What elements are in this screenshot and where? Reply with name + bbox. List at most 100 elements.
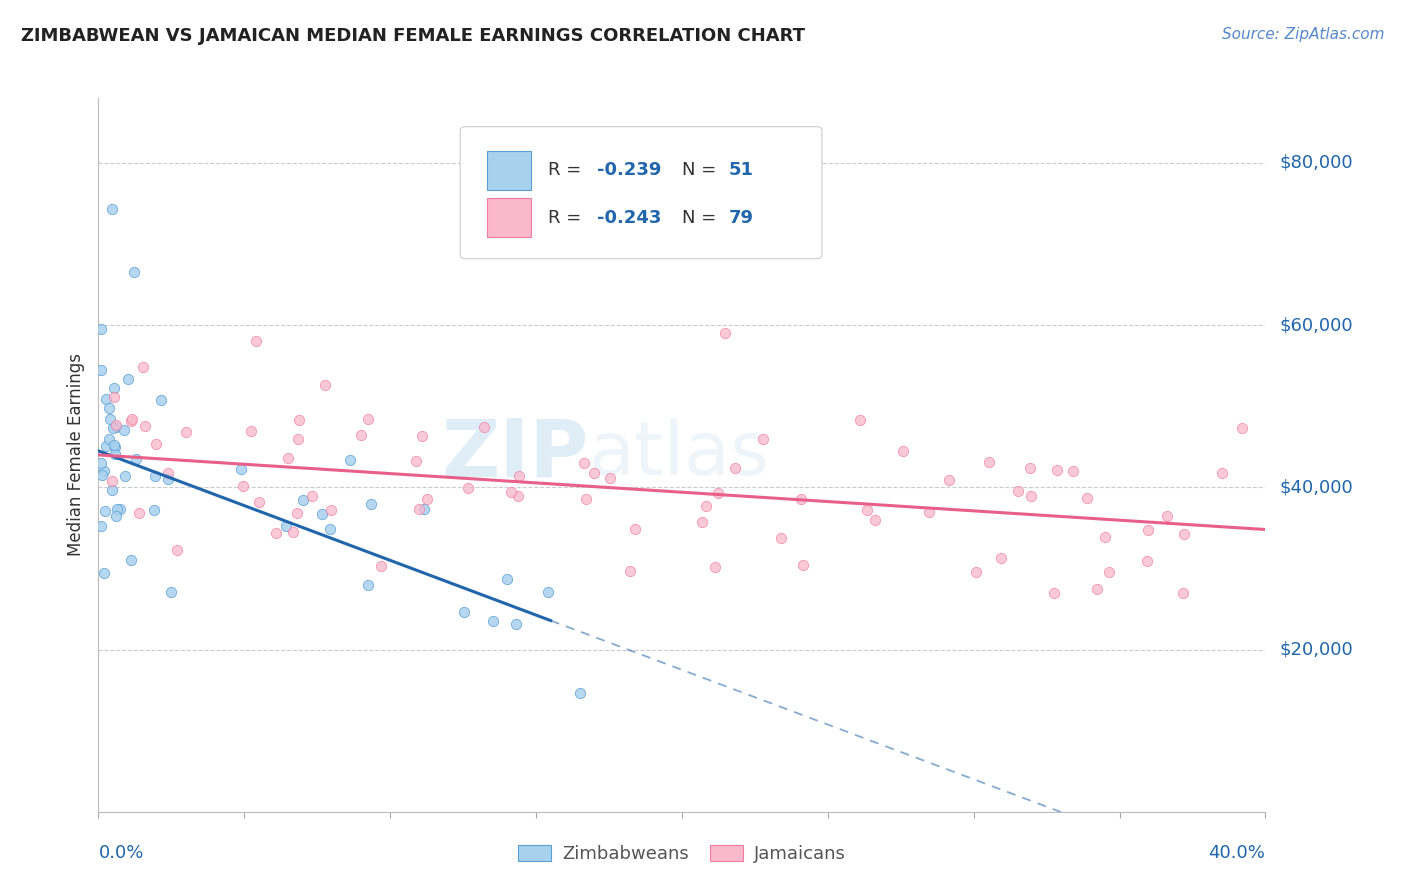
Point — [285, 507, 308, 521]
Y-axis label: Median Female Earnings: Median Female Earnings — [67, 353, 86, 557]
Point — [357, 578, 380, 592]
Point — [1019, 460, 1042, 475]
Point — [112, 424, 135, 438]
Point — [229, 462, 252, 476]
Legend: Zimbabweans, Jamaicans: Zimbabweans, Jamaicans — [512, 838, 852, 871]
Point — [120, 414, 142, 428]
Point — [101, 202, 124, 216]
Point — [706, 485, 728, 500]
Point — [149, 392, 172, 407]
Point — [891, 444, 914, 458]
Point — [98, 432, 121, 446]
Text: $20,000: $20,000 — [1279, 640, 1353, 658]
Point — [408, 502, 430, 516]
Point — [104, 441, 127, 455]
Point — [311, 508, 333, 522]
Point — [619, 564, 641, 578]
Point — [281, 524, 304, 539]
Point — [690, 516, 713, 530]
Point — [314, 377, 336, 392]
Text: 79: 79 — [728, 209, 754, 227]
Point — [990, 550, 1012, 565]
Point — [938, 474, 960, 488]
Point — [1063, 464, 1085, 478]
Point — [416, 492, 439, 507]
Point — [108, 502, 131, 516]
Point — [506, 489, 529, 503]
Point — [93, 504, 115, 518]
Point — [411, 429, 433, 443]
Text: ZIP: ZIP — [441, 416, 589, 494]
Point — [98, 401, 121, 416]
Point — [232, 479, 254, 493]
Point — [103, 390, 125, 404]
Point — [568, 686, 591, 700]
Point — [1098, 565, 1121, 579]
Point — [104, 447, 127, 461]
Point — [357, 412, 380, 426]
Text: ZIMBABWEAN VS JAMAICAN MEDIAN FEMALE EARNINGS CORRELATION CHART: ZIMBABWEAN VS JAMAICAN MEDIAN FEMALE EAR… — [21, 27, 806, 45]
Point — [292, 492, 315, 507]
Text: N =: N = — [682, 161, 721, 179]
Point — [90, 456, 112, 470]
Point — [103, 381, 125, 395]
Point — [277, 451, 299, 466]
Point — [865, 513, 887, 527]
Point — [472, 420, 495, 434]
Point — [101, 421, 124, 435]
Point — [166, 543, 188, 558]
Point — [105, 418, 128, 433]
Point — [792, 558, 814, 573]
Point — [98, 412, 121, 426]
Point — [247, 494, 270, 508]
Text: 40.0%: 40.0% — [1209, 844, 1265, 862]
Point — [264, 525, 287, 540]
Point — [855, 503, 877, 517]
Point — [1136, 554, 1159, 568]
Point — [499, 485, 522, 500]
Point — [90, 321, 112, 335]
Text: 0.0%: 0.0% — [98, 844, 143, 862]
Point — [301, 490, 323, 504]
Text: $40,000: $40,000 — [1279, 478, 1353, 496]
Point — [599, 471, 621, 485]
Text: 51: 51 — [728, 161, 754, 179]
Point — [849, 413, 872, 427]
Point — [122, 265, 145, 279]
Text: N =: N = — [682, 209, 721, 227]
Point — [495, 572, 517, 586]
Point — [160, 584, 183, 599]
Point — [90, 362, 112, 376]
Point — [575, 492, 598, 507]
Point — [1007, 483, 1029, 498]
Point — [103, 438, 125, 452]
Point — [790, 492, 813, 507]
Point — [453, 606, 475, 620]
Point — [1043, 586, 1066, 600]
Point — [287, 433, 309, 447]
Point — [537, 585, 560, 599]
Point — [240, 424, 263, 438]
Point — [134, 418, 156, 433]
Point — [174, 425, 197, 439]
Text: Source: ZipAtlas.com: Source: ZipAtlas.com — [1222, 27, 1385, 42]
Point — [96, 392, 118, 407]
Point — [1173, 526, 1195, 541]
Point — [90, 467, 112, 482]
Point — [1156, 509, 1178, 524]
Point — [624, 522, 647, 536]
Point — [1046, 463, 1069, 477]
Point — [695, 500, 717, 514]
Point — [156, 466, 179, 480]
Point — [723, 461, 745, 475]
Point — [481, 615, 503, 629]
Point — [128, 506, 150, 520]
Point — [360, 497, 382, 511]
Point — [114, 469, 136, 483]
Point — [121, 411, 143, 425]
Point — [143, 469, 166, 483]
Point — [977, 455, 1000, 469]
Text: atlas: atlas — [589, 418, 769, 491]
Point — [752, 432, 775, 446]
Point — [287, 413, 309, 427]
